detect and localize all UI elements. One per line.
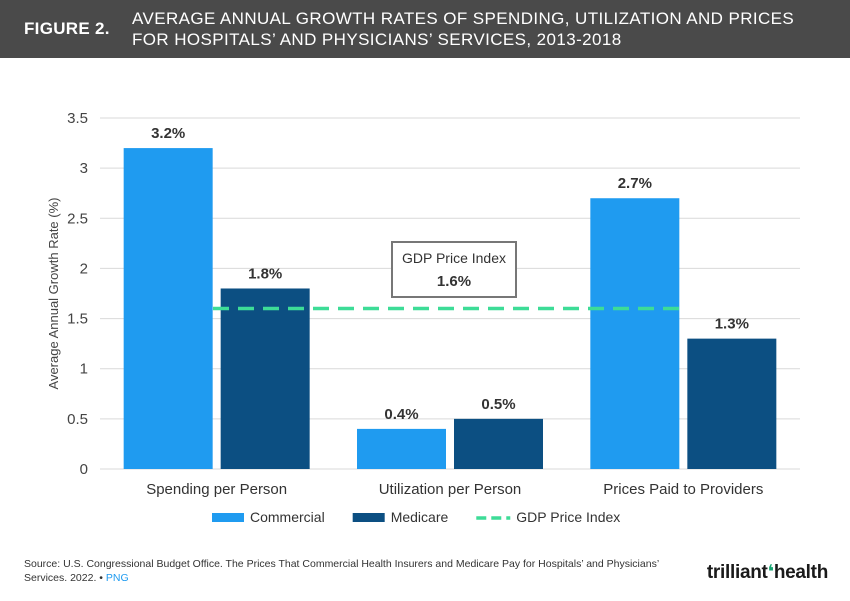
- x-axis-categories: Spending per Person Utilization per Perso…: [146, 481, 763, 498]
- bars: 3.2% 1.8% 0.4% 0.5% 2.7% 1.3%: [123, 125, 777, 469]
- bar-medicare: [454, 418, 543, 469]
- bar-data-label: 1.8%: [248, 265, 282, 282]
- figure-title-line-1: AVERAGE ANNUAL GROWTH RATES OF SPENDING,…: [132, 9, 795, 28]
- bar-medicare: [220, 288, 310, 469]
- bar-medicare: [687, 338, 777, 469]
- figure-title-line-2: FOR HOSPITALS’ AND PHYSICIANS’ SERVICES,…: [132, 30, 622, 49]
- x-category-label: Prices Paid to Providers: [603, 481, 763, 498]
- png-link[interactable]: PNG: [105, 572, 129, 584]
- y-tick-label: 2: [80, 260, 88, 277]
- bar-data-label: 0.5%: [481, 396, 515, 413]
- footer-separator: •: [99, 572, 103, 584]
- x-category-label: Spending per Person: [146, 481, 287, 498]
- y-axis-label: Average Annual Growth Rate (%): [46, 198, 61, 390]
- source-footer: Source: U.S. Congressional Budget Office…: [24, 557, 674, 585]
- brand-logo: trilliant❛health: [707, 561, 828, 584]
- bar-data-label: 1.3%: [715, 316, 749, 333]
- brand-part-1: trilliant: [706, 562, 768, 583]
- x-category-label: Utilization per Person: [379, 481, 522, 498]
- legend-swatch-commercial: [212, 513, 244, 522]
- figure-header: FIGURE 2. AVERAGE ANNUAL GROWTH RATES OF…: [0, 0, 850, 58]
- legend-label: GDP Price Index: [516, 509, 620, 525]
- bar-commercial: [357, 428, 446, 469]
- bar-commercial: [590, 198, 680, 469]
- legend: Commercial Medicare GDP Price Index: [212, 509, 620, 525]
- legend-label: Commercial: [250, 509, 325, 525]
- leaf-icon: ❛: [767, 562, 775, 583]
- y-tick-label: 0.5: [67, 411, 88, 428]
- annotation-value: 1.6%: [437, 273, 471, 290]
- y-tick-label: 0: [80, 461, 88, 478]
- y-tick-label: 3.5: [67, 110, 88, 127]
- y-tick-label: 2.5: [67, 210, 88, 227]
- brand-part-2: health: [773, 562, 828, 583]
- y-tick-label: 1.5: [67, 311, 88, 328]
- bar-data-label: 0.4%: [384, 406, 418, 423]
- source-text: Source: U.S. Congressional Budget Office…: [24, 558, 659, 584]
- y-tick-label: 1: [80, 361, 88, 378]
- bar-data-label: 2.7%: [618, 175, 652, 192]
- legend-label: Medicare: [391, 509, 449, 525]
- annotation-title: GDP Price Index: [402, 250, 506, 266]
- gdp-annotation: GDP Price Index 1.6%: [391, 241, 517, 298]
- legend-swatch-medicare: [352, 513, 385, 522]
- figure-label: FIGURE 2.: [24, 19, 110, 38]
- figure-title: AVERAGE ANNUAL GROWTH RATES OF SPENDING,…: [132, 8, 832, 50]
- bar-chart: 0 0.5 1 1.5 2 2.5 3 3.5 Average Annual Growth R…: [46, 110, 800, 525]
- y-tick-label: 3: [80, 160, 88, 177]
- bar-data-label: 3.2%: [151, 125, 185, 142]
- annotation-box: [391, 241, 517, 298]
- bar-commercial: [123, 148, 213, 469]
- y-axis-ticks: 0 0.5 1 1.5 2 2.5 3 3.5: [67, 110, 88, 478]
